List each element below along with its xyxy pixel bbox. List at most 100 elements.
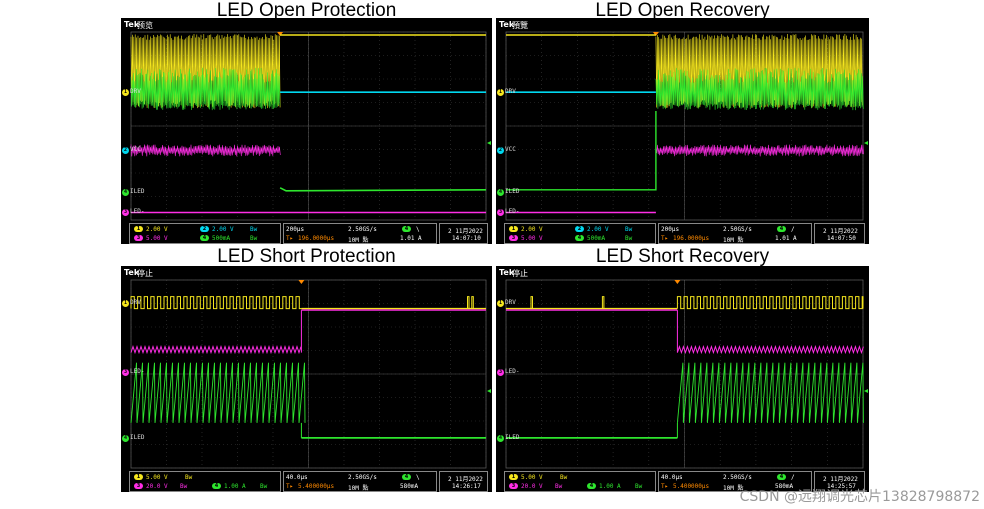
scope-status-bar: Tek 停止 <box>121 266 492 280</box>
channel-number-badge: 3 <box>497 369 504 377</box>
channel-name: ILED <box>130 187 145 195</box>
channel-scale-badge: 3 <box>509 483 518 489</box>
channel-label-drv: 1 DRV <box>122 88 141 97</box>
trace-ch1-pwm <box>130 296 302 310</box>
trace-ch4-triangle <box>676 362 864 423</box>
timebase-value: 200μs <box>661 226 680 233</box>
channel-label-iled: 4 ILED <box>497 188 519 196</box>
scope-screen-short-recovery: Tek 停止 1 DRV 3 LED- 4 ILED 1 5.00 V Bw 3 20.0 V Bw 4 1.… <box>496 266 869 492</box>
channel-scale-badge: 4 <box>777 226 786 232</box>
channel-name: DRV <box>505 88 516 96</box>
ch4-scale-value: 500mA <box>587 235 606 242</box>
watermark-text: CSDN @远翔调光芯片13828798872 <box>739 489 980 505</box>
ch2-scale-value: 2.00 V <box>587 226 609 233</box>
record-length-value: 10M 點 <box>348 485 369 492</box>
vertical-scale-box: 1 5.00 V Bw 3 20.0 V Bw 4 1.00 A Bw <box>504 471 656 492</box>
channel-name: VCC <box>130 146 141 154</box>
ch4-scale-value: 1.00 A <box>224 483 246 490</box>
trigger-position-marker <box>652 32 659 36</box>
sample-rate-value: 2.50GS/s <box>348 474 377 481</box>
ch4-scale-value: 500mA <box>212 235 231 242</box>
scope-settings-bar: 1 5.00 V Bw 3 20.0 V Bw 4 1.00 A Bw 40.0μs T▸ 5.400… <box>496 470 869 492</box>
trigger-slope: / <box>791 226 795 233</box>
ch1-scale-value: 5.00 V <box>521 474 543 481</box>
trigger-position-icon: T▸ <box>286 483 294 490</box>
time-value: 14:07:10 <box>452 235 481 242</box>
channel-number-badge: 3 <box>122 369 129 377</box>
channel-number-badge: 4 <box>122 188 129 196</box>
channel-scale-badge: 4 <box>587 483 596 489</box>
channel-number-badge: 4 <box>497 188 504 196</box>
acquisition-state: 预览 <box>137 21 153 30</box>
scope-status-bar: Tek 预览 <box>121 18 492 32</box>
channel-label-iled: 4 ILED <box>122 434 144 442</box>
date-value: 2 11月2022 <box>448 228 483 235</box>
channel-number-badge: 4 <box>122 434 129 442</box>
trigger-position-marker <box>277 32 284 36</box>
trigger-position-value: 5.400000μs <box>673 483 710 490</box>
channel-name: DRV <box>130 298 141 306</box>
datetime-box: 2 11月2022 14:07:50 <box>814 223 865 244</box>
sample-rate-value: 2.50GS/s <box>723 474 752 481</box>
bandwidth-limit-indicator: Bw <box>250 226 258 233</box>
trace-ch1-spike <box>530 296 533 309</box>
ch1-scale-value: 5.00 V <box>146 474 168 481</box>
horizontal-settings-box: 200μs T▸ 196.0000μs 2.50GS/s 10M 點 4 \ 1.01 A <box>283 223 437 244</box>
channel-name: VCC <box>505 146 516 154</box>
bandwidth-limit-indicator: Bw <box>625 235 633 242</box>
trigger-slope: \ <box>416 474 420 481</box>
channel-scale-badge: 4 <box>402 474 411 480</box>
horizontal-settings-box: 40.0μs T▸ 5.400000μs 2.50GS/s 10M 點 4 \ 580mA <box>283 471 437 492</box>
horizontal-settings-box: 200μs T▸ 196.0000μs 2.50GS/s 10M 點 4 / 1.01 A <box>658 223 812 244</box>
channel-name: LED- <box>130 208 145 216</box>
waveform-display <box>130 31 491 221</box>
trace-ch4-iled <box>506 111 657 191</box>
trigger-position-value: 5.400000μs <box>298 483 335 490</box>
channel-scale-badge: 3 <box>509 235 518 241</box>
record-length-value: 10M 點 <box>723 237 744 244</box>
vertical-scale-box: 1 2.00 V 2 2.00 V Bw 3 5.00 V 4 500mA Bw <box>129 223 281 244</box>
ch1-scale-value: 2.00 V <box>521 226 543 233</box>
scope-screen-short-protection: Tek 停止 1 DRV 3 LED- 4 ILED 1 5.00 V Bw 3 20.0 V Bw 4 1.… <box>121 266 492 492</box>
bandwidth-limit-indicator: Bw <box>625 226 633 233</box>
scope-status-bar: Tek 預覽 <box>496 18 869 32</box>
scope-settings-bar: 1 2.00 V 2 2.00 V Bw 3 5.00 V 4 500mA Bw 200μs T▸ 19… <box>121 222 492 244</box>
trace-ch3-ripple <box>130 144 281 157</box>
channel-name: DRV <box>130 88 141 96</box>
time-value: 14:25:57 <box>827 483 856 490</box>
channel-label-iled: 4 ILED <box>497 434 519 442</box>
graticule <box>130 31 487 221</box>
channel-scale-badge: 4 <box>212 483 221 489</box>
acquisition-state: 預覽 <box>512 21 528 30</box>
trigger-level-value: 580mA <box>775 483 794 490</box>
channel-scale-badge: 2 <box>200 226 209 232</box>
time-value: 14:26:17 <box>452 483 481 490</box>
trigger-position-value: 196.0000μs <box>298 235 335 242</box>
ch3-scale-value: 5.00 V <box>521 235 543 242</box>
acquisition-state: 停止 <box>137 269 153 278</box>
channel-label-vcc: 2 VCC <box>497 146 516 155</box>
channel-number-badge: 2 <box>122 147 129 155</box>
channel-number-badge: 3 <box>122 209 129 217</box>
channel-scale-badge: 4 <box>575 235 584 241</box>
grid-border <box>505 31 864 221</box>
channel-name: LED- <box>505 208 520 216</box>
trace-ch4-iled <box>279 187 487 192</box>
sample-rate-value: 2.50GS/s <box>723 226 752 233</box>
panel-title-open-recovery: LED Open Recovery <box>595 0 770 21</box>
datetime-box: 2 11月2022 14:25:57 <box>814 471 865 492</box>
trace-ch1-spike <box>467 296 470 309</box>
channel-label-led: 3 LED- <box>497 208 520 217</box>
channel-number-badge: 1 <box>122 89 129 97</box>
grid-border <box>130 279 487 469</box>
bandwidth-limit-indicator: Bw <box>250 235 258 242</box>
scope-settings-bar: 1 5.00 V Bw 3 20.0 V Bw 4 1.00 A Bw 40.0μs T▸ 5.400… <box>121 470 492 492</box>
trace-ch4-triangle <box>130 362 306 423</box>
vertical-scale-box: 1 5.00 V Bw 3 20.0 V Bw 4 1.00 A Bw <box>129 471 281 492</box>
channel-label-led: 3 LED- <box>122 368 144 377</box>
channel-number-badge: 1 <box>122 299 129 307</box>
trace-ch3-ripple <box>130 345 302 355</box>
trace-ch1-spike <box>601 296 605 309</box>
channel-name: DRV <box>505 298 516 306</box>
date-value: 2 11月2022 <box>448 476 483 483</box>
